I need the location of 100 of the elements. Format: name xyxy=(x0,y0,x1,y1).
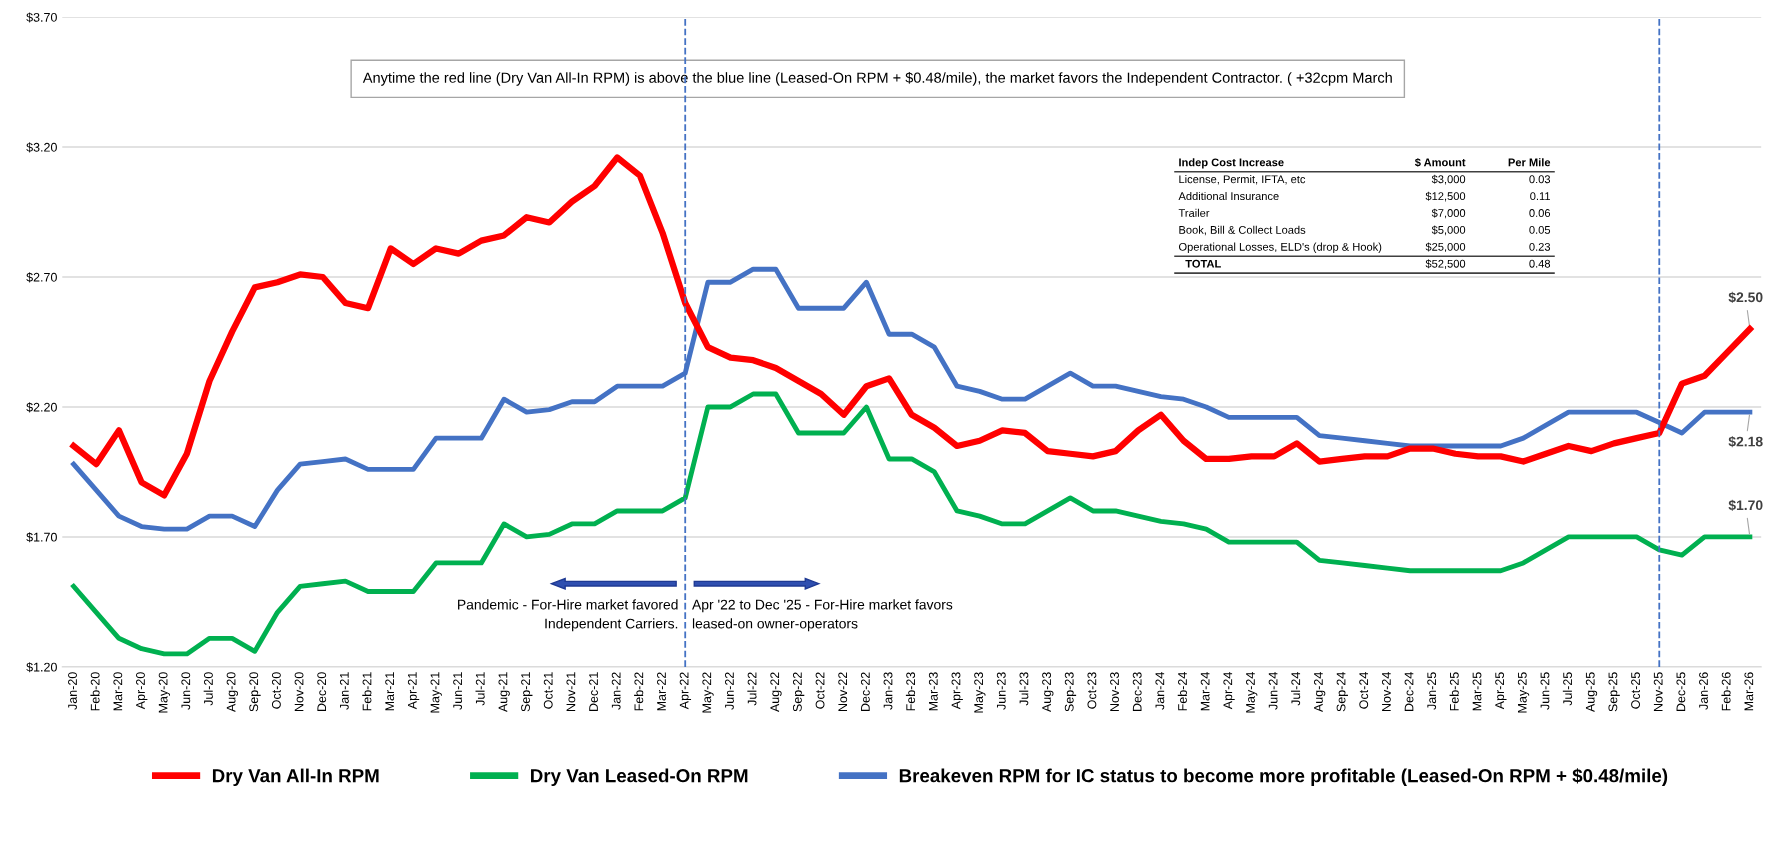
annotation: 0.48 xyxy=(1529,259,1551,268)
x-tick-label: Oct-25 xyxy=(1631,672,1640,709)
x-tick-label: Feb-21 xyxy=(362,672,372,711)
legend-label: Breakeven RPM for IC status to become more profitable (Leased-On RPM + $0.48/mile) xyxy=(899,768,1668,787)
x-tick-label: Mar-25 xyxy=(1472,672,1482,711)
x-tick-label: Feb-24 xyxy=(1177,672,1187,711)
x-tick-label: May-21 xyxy=(430,672,442,713)
annotation: $3,000 xyxy=(1431,174,1466,185)
x-tick-label: May-25 xyxy=(1517,672,1530,713)
annotation: $2.18 xyxy=(1728,436,1763,448)
x-tick-label: Nov-25 xyxy=(1653,672,1663,712)
annotation: $12,500 xyxy=(1425,191,1466,202)
x-tick-label: Jul-23 xyxy=(1019,672,1029,706)
x-tick-label: Jan-21 xyxy=(339,672,349,710)
x-tick-label: Mar-22 xyxy=(657,672,666,711)
x-tick-label: Jan-25 xyxy=(1427,672,1437,710)
x-tick-label: Jun-24 xyxy=(1268,672,1278,710)
x-tick-label: Aug-25 xyxy=(1585,672,1598,713)
x-tick-label: Sep-21 xyxy=(521,672,533,712)
annotation: Additional Insurance xyxy=(1178,191,1279,201)
x-tick-label: Apr-25 xyxy=(1495,672,1507,710)
x-tick-label: Dec-23 xyxy=(1132,672,1142,712)
annotation: License, Permit, IFTA, etc xyxy=(1179,175,1306,185)
x-tick-label: Nov-24 xyxy=(1381,672,1391,712)
annotation: 0.11 xyxy=(1530,192,1550,201)
annotation: Indep Cost Increase xyxy=(1179,158,1284,169)
x-tick-label: Oct-23 xyxy=(1087,672,1097,709)
x-tick-label: May-22 xyxy=(702,672,714,713)
x-tick-label: Mar-21 xyxy=(385,672,395,711)
x-tick-label: Aug-23 xyxy=(1042,672,1054,713)
x-tick-label: Jan-26 xyxy=(1699,672,1708,710)
annotation: Anytime the red line (Dry Van All-In RPM) is above the blue line (Leased-On RPM + $0.48/mile), the market favors the Independent Contractor. ( +32cpm March xyxy=(362,71,1392,86)
x-tick-label: Dec-21 xyxy=(589,672,598,712)
x-tick-label: Dec-24 xyxy=(1404,672,1414,712)
annotation: $2.50 xyxy=(1728,291,1763,304)
legend-label: Dry Van All-In RPM xyxy=(212,768,379,787)
x-tick-label: Jun-21 xyxy=(453,672,463,710)
x-tick-label: Dec-25 xyxy=(1676,672,1686,712)
x-tick-label: Mar-23 xyxy=(928,672,938,711)
x-tick-label: Jun-20 xyxy=(181,672,191,710)
x-tick-label: Apr-21 xyxy=(407,672,420,710)
legend-label: Dry Van Leased-On RPM xyxy=(531,768,748,787)
annotation: Apr '22 to Dec '25 - For-Hire market favors leased-on owner-operators xyxy=(692,599,953,632)
x-tick-label: Sep-24 xyxy=(1336,672,1348,712)
annotation: Operational Losses, ELD's (drop & Hook) xyxy=(1179,242,1382,253)
x-tick-label: Jan-23 xyxy=(883,672,893,710)
annotation: 0.23 xyxy=(1529,242,1551,251)
annotation: Book, Bill & Collect Loads xyxy=(1179,225,1306,236)
annotation: $1.70 xyxy=(1728,499,1763,512)
x-tick-label: Feb-22 xyxy=(634,672,644,711)
x-tick-label: Jul-25 xyxy=(1562,672,1573,706)
x-tick-label: Feb-20 xyxy=(90,672,100,711)
x-tick-label: Nov-22 xyxy=(838,672,848,712)
x-tick-label: Oct-20 xyxy=(271,672,281,709)
x-tick-label: Sep-25 xyxy=(1608,672,1620,712)
y-tick-label: $2.70 xyxy=(26,272,57,283)
x-tick-label: Jun-25 xyxy=(1540,672,1550,710)
x-tick-label: Jul-24 xyxy=(1291,672,1301,706)
annotation: $52,500 xyxy=(1425,259,1466,269)
annotation: Pandemic - For-Hire market favored Independent Carriers. xyxy=(458,599,678,632)
x-tick-label: May-23 xyxy=(974,672,986,713)
x-tick-label: Jun-22 xyxy=(725,672,734,710)
y-tick-label: $1.20 xyxy=(26,662,57,673)
y-tick-label: $1.70 xyxy=(26,532,57,543)
x-tick-label: May-20 xyxy=(158,672,171,713)
annotation: $7,000 xyxy=(1431,208,1466,219)
x-tick-label: Mar-24 xyxy=(1200,672,1210,711)
annotation: 0.06 xyxy=(1529,209,1551,217)
annotation: $25,000 xyxy=(1425,242,1466,253)
annotation: TOTAL xyxy=(1185,259,1221,268)
x-tick-label: Feb-26 xyxy=(1721,672,1731,711)
x-tick-label: Nov-23 xyxy=(1110,672,1119,712)
annotation: $ Amount xyxy=(1414,157,1466,167)
annotation: 0.03 xyxy=(1529,175,1551,184)
x-tick-label: Oct-24 xyxy=(1359,672,1369,709)
x-tick-label: Feb-25 xyxy=(1449,672,1459,711)
x-tick-label: May-24 xyxy=(1246,672,1258,713)
x-tick-label: Jul-20 xyxy=(203,672,213,706)
annotation: $5,000 xyxy=(1431,225,1466,236)
x-tick-label: Jul-22 xyxy=(747,672,757,706)
y-tick-label: $3.20 xyxy=(26,142,57,153)
x-tick-label: Oct-21 xyxy=(543,672,553,709)
x-tick-label: Apr-22 xyxy=(679,672,692,710)
x-tick-label: Dec-20 xyxy=(317,672,327,712)
y-tick-label: $3.70 xyxy=(26,12,57,23)
annotation: Trailer xyxy=(1178,208,1210,217)
annotation: Per Mile xyxy=(1508,158,1551,167)
x-tick-label: Mar-26 xyxy=(1744,672,1754,711)
x-tick-label: Oct-22 xyxy=(815,672,825,709)
x-tick-label: Apr-20 xyxy=(136,672,148,710)
x-tick-label: Aug-21 xyxy=(498,672,510,713)
x-tick-label: Dec-22 xyxy=(860,672,870,712)
x-tick-label: Jan-22 xyxy=(611,672,621,710)
x-tick-label: Jan-20 xyxy=(68,672,77,710)
x-tick-label: Sep-20 xyxy=(249,672,261,712)
x-tick-label: Apr-24 xyxy=(1223,672,1235,710)
annotation: 0.05 xyxy=(1529,226,1551,234)
x-tick-label: Sep-22 xyxy=(792,672,805,712)
y-tick-label: $2.20 xyxy=(26,402,57,413)
x-tick-label: Aug-22 xyxy=(770,672,782,713)
